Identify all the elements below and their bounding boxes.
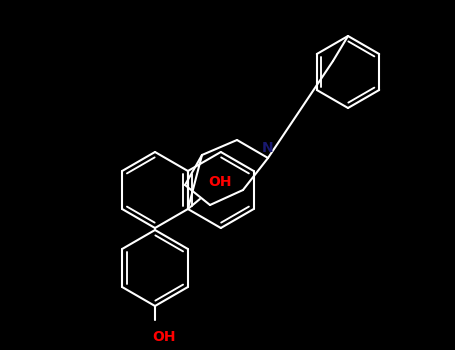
Text: N: N [262, 141, 274, 155]
Text: OH: OH [152, 330, 176, 344]
Text: OH: OH [208, 175, 232, 189]
